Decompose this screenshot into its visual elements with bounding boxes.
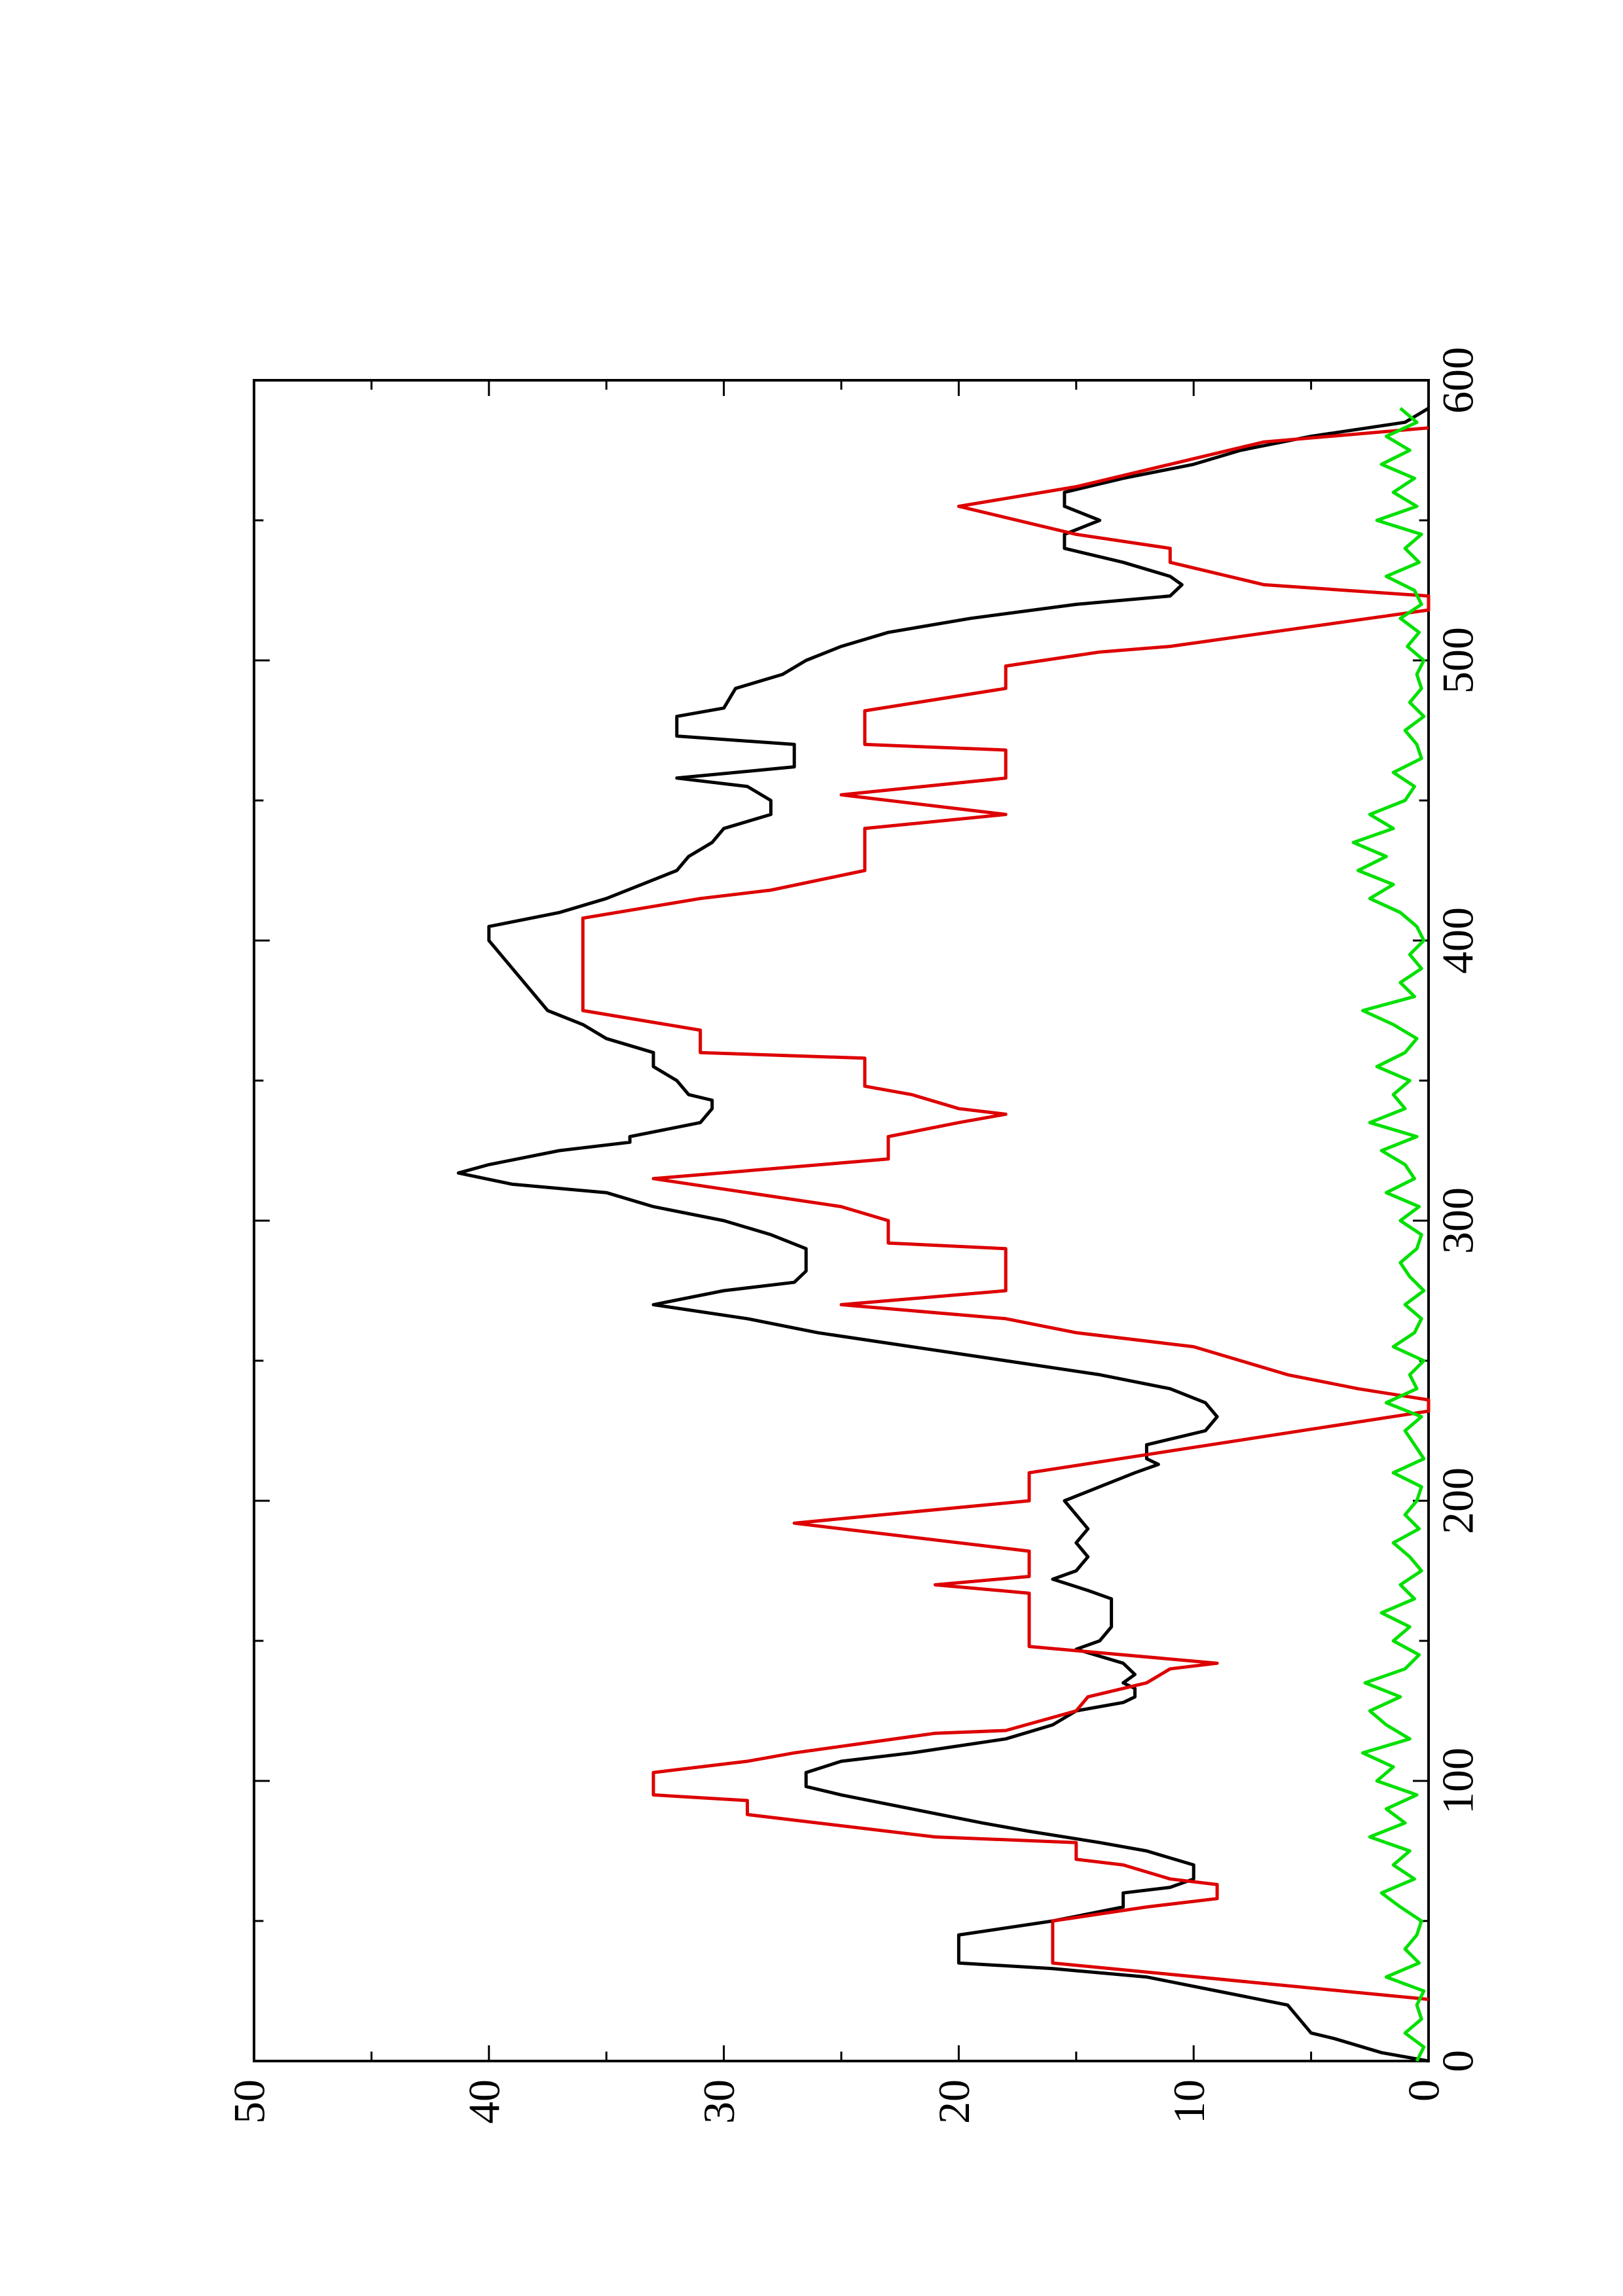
series-line [581,426,1431,2001]
y-tick-label: 30 [694,2079,744,2124]
y-tick-label: 0 [1399,2079,1449,2102]
plot-frame [253,379,1430,2062]
y-tick-label: 20 [929,2079,979,2124]
y-tick-label: 40 [459,2079,509,2124]
x-tick-label: 200 [1433,1467,1483,1534]
x-tick-label: 100 [1433,1748,1483,1814]
x-tick-label: 600 [1433,347,1483,414]
x-tick-label: 300 [1433,1187,1483,1254]
x-tick-label: 500 [1433,627,1483,694]
series-line [1351,406,1426,2062]
x-tick-label: 0 [1433,2050,1483,2072]
x-tick-label: 400 [1433,907,1483,974]
y-tick-label: 10 [1164,2079,1214,2124]
y-tick-label: 50 [225,2079,274,2124]
series-line [456,406,1430,2063]
